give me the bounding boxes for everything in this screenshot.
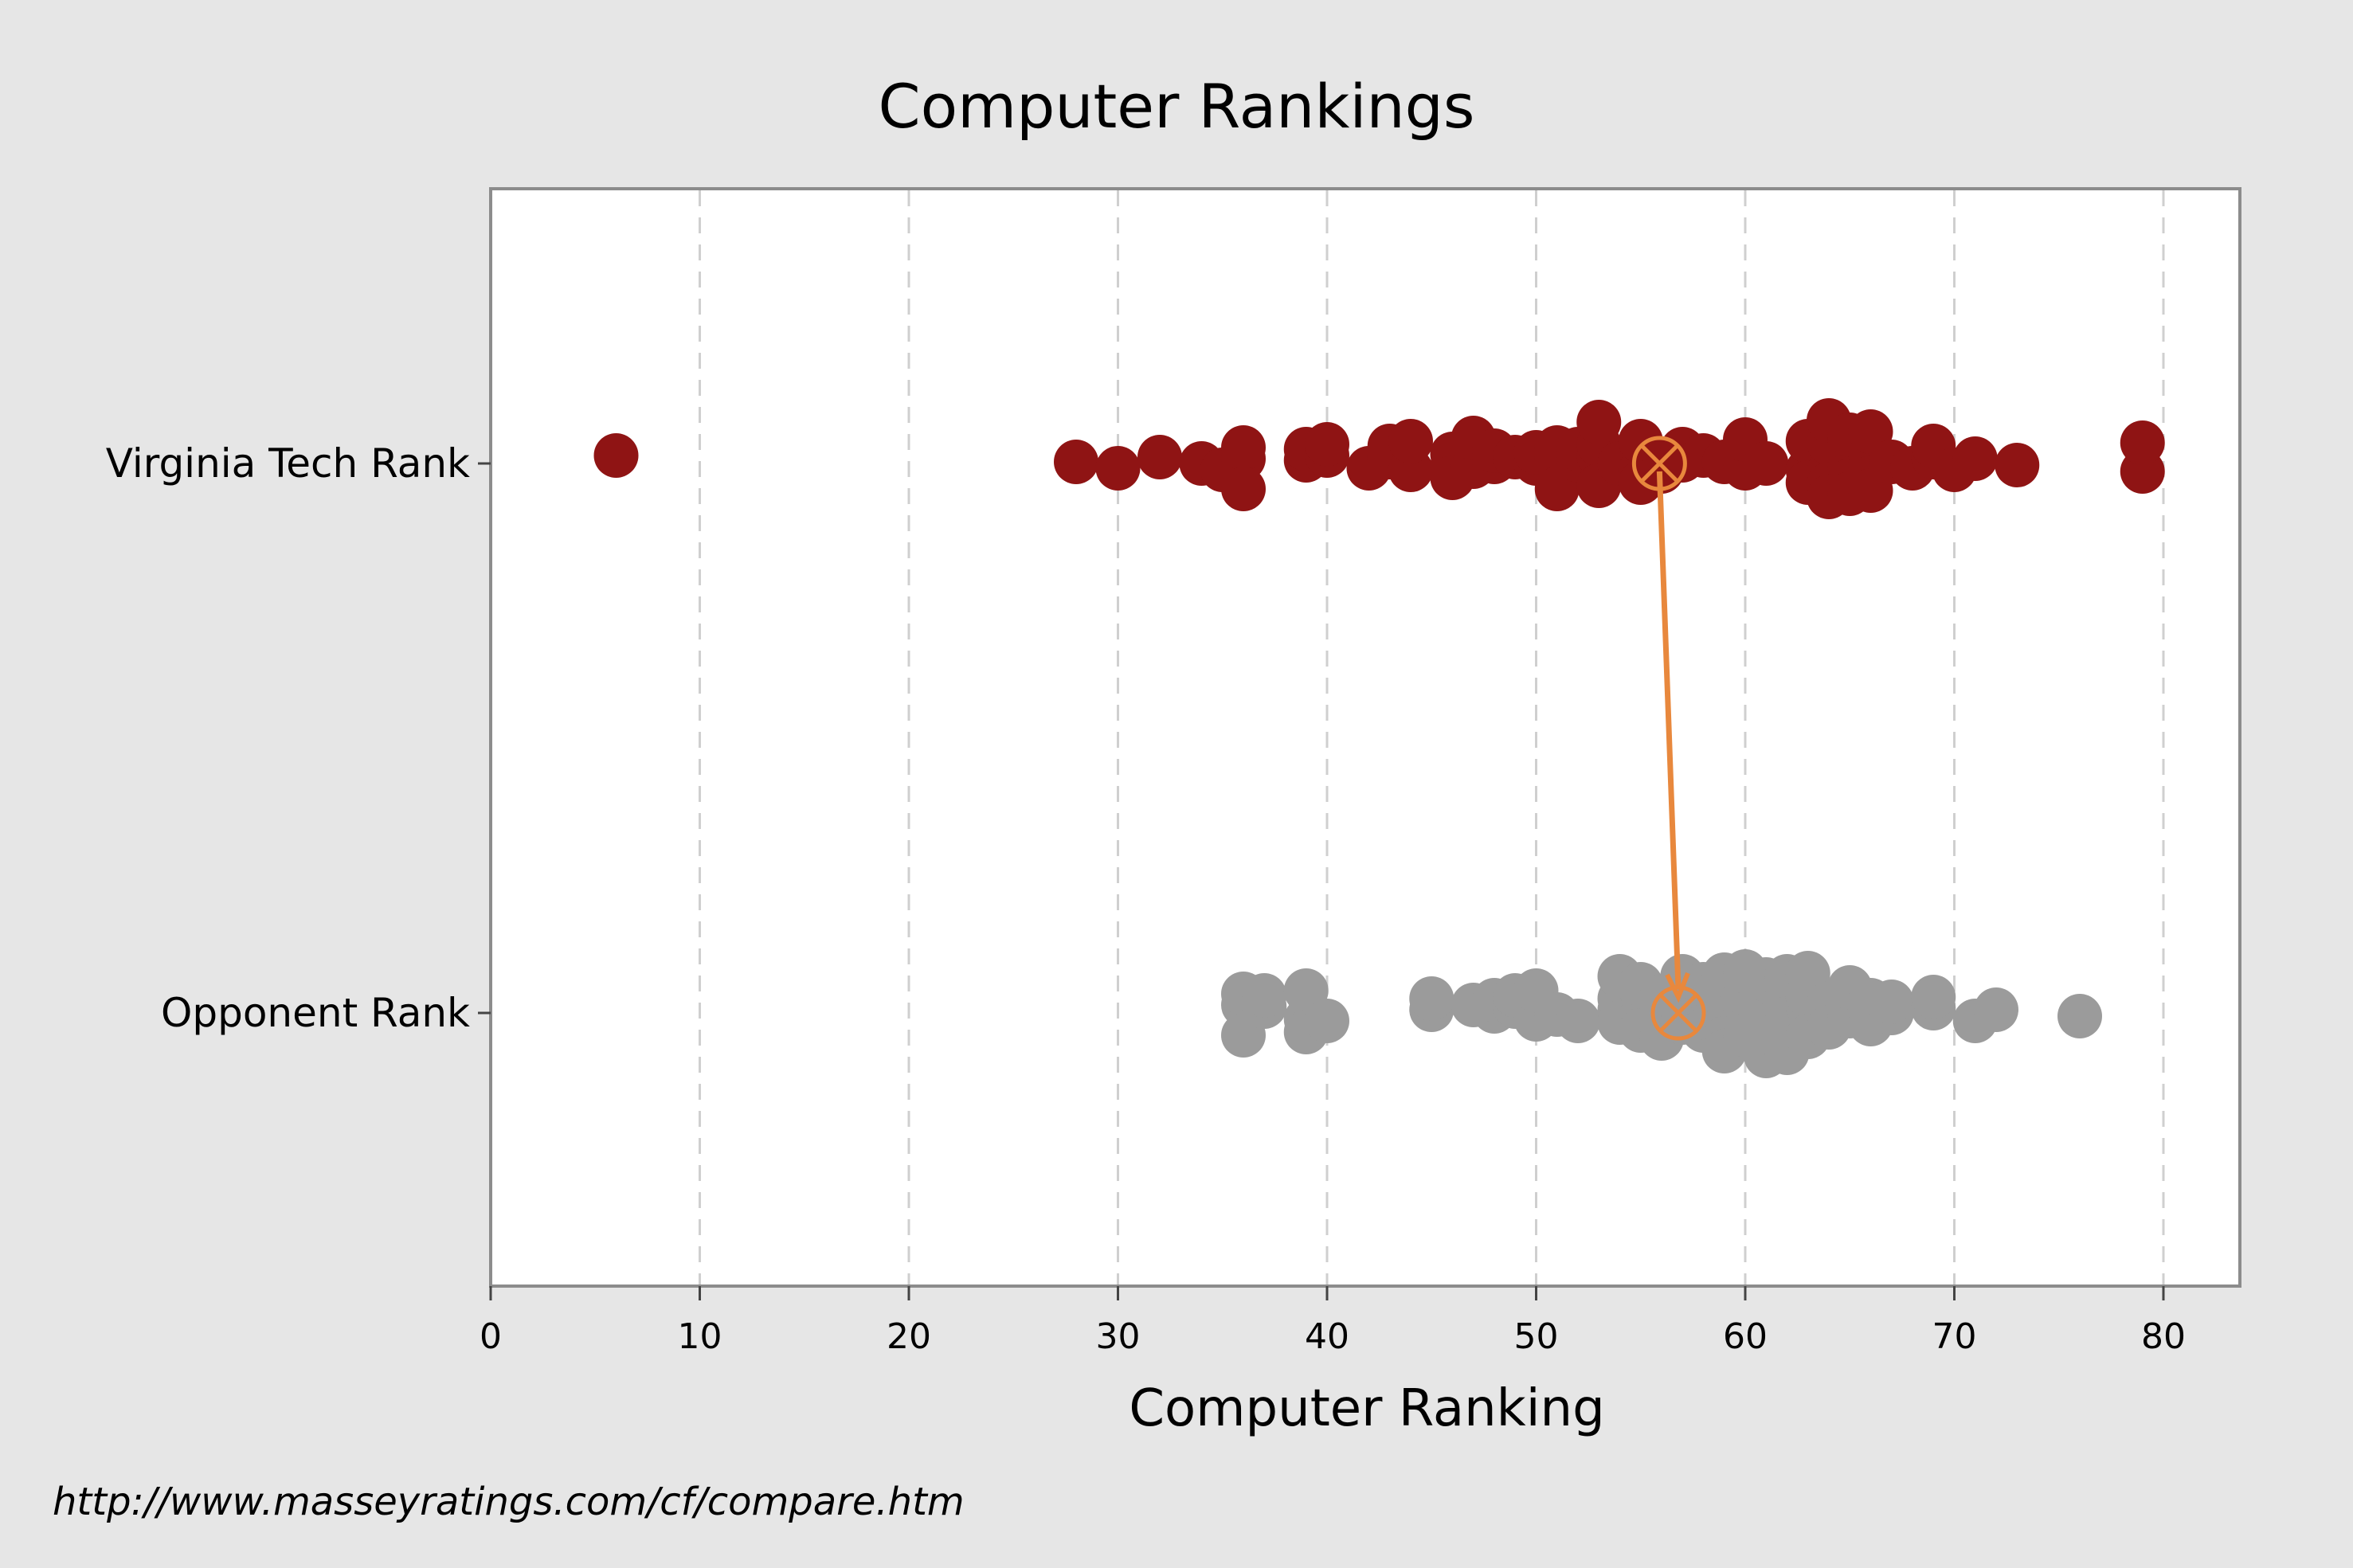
category-label: Opponent Rank bbox=[161, 990, 470, 1036]
data-point bbox=[1054, 440, 1098, 484]
data-point bbox=[1952, 436, 1998, 481]
data-point bbox=[593, 433, 639, 478]
data-point bbox=[1911, 975, 1956, 1019]
y-axis: Virginia Tech Rank Opponent Rank bbox=[106, 440, 491, 1036]
data-point bbox=[1409, 976, 1454, 1021]
x-tick-label: 40 bbox=[1305, 1316, 1349, 1357]
x-tick-label: 20 bbox=[887, 1316, 931, 1357]
data-point bbox=[1221, 467, 1266, 511]
mean-marker bbox=[1631, 436, 1687, 491]
data-point bbox=[1388, 419, 1433, 463]
data-point bbox=[1995, 443, 2040, 487]
series-opponent bbox=[1221, 949, 2102, 1078]
x-tick-label: 0 bbox=[480, 1316, 502, 1357]
data-point bbox=[2057, 994, 2102, 1038]
data-point bbox=[1137, 435, 1182, 479]
data-point bbox=[2120, 420, 2165, 465]
data-point bbox=[1974, 987, 2018, 1032]
category-label: Virginia Tech Rank bbox=[106, 440, 470, 487]
x-axis-label: Computer Ranking bbox=[1129, 1379, 1604, 1438]
series-virginia-tech bbox=[593, 398, 2165, 519]
x-tick-label: 50 bbox=[1514, 1316, 1559, 1357]
data-point bbox=[1576, 400, 1622, 444]
data-point bbox=[1221, 425, 1266, 470]
data-point bbox=[1305, 999, 1349, 1043]
data-point bbox=[1744, 441, 1789, 486]
mean-marker bbox=[1650, 985, 1706, 1041]
data-point bbox=[1305, 422, 1349, 467]
chart-title: Computer Rankings bbox=[879, 71, 1475, 142]
x-tick-label: 70 bbox=[1932, 1316, 1977, 1357]
x-tick-label: 80 bbox=[2141, 1316, 2186, 1357]
mean-arrowhead bbox=[1665, 972, 1690, 1003]
x-tick-label: 10 bbox=[678, 1316, 722, 1357]
data-point bbox=[1869, 980, 1914, 1024]
data-points bbox=[593, 398, 2165, 1078]
x-tick-label: 60 bbox=[1723, 1316, 1768, 1357]
plot-area bbox=[489, 187, 2241, 1288]
source-url: http://www.masseyratings.com/cf/compare.… bbox=[53, 1480, 965, 1524]
data-point bbox=[1242, 973, 1287, 1018]
data-point bbox=[1556, 999, 1600, 1043]
mean-connector-line bbox=[1656, 471, 1682, 990]
mean-connector bbox=[1631, 436, 1706, 1041]
x-axis: 0 10 20 30 40 50 60 70 80 bbox=[480, 1286, 2186, 1357]
data-point bbox=[1095, 446, 1141, 491]
x-tick-label: 30 bbox=[1096, 1316, 1141, 1357]
grid-lines bbox=[699, 190, 2165, 1285]
